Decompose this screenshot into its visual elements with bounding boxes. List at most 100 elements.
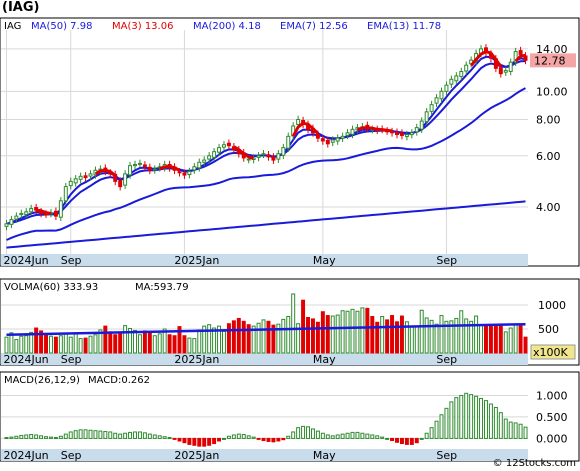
volume-unit-box bbox=[530, 344, 576, 360]
macd-bar bbox=[301, 425, 306, 439]
volume-bar bbox=[474, 315, 479, 354]
macd-bar bbox=[98, 430, 103, 439]
macd-bar bbox=[123, 432, 128, 439]
volume-x-tick-label: 2025Jan bbox=[174, 353, 219, 366]
volume-bar bbox=[380, 316, 385, 354]
volume-bar bbox=[217, 325, 222, 354]
volume-bar bbox=[488, 325, 493, 354]
candle-body bbox=[123, 173, 128, 186]
macd-bar bbox=[375, 435, 380, 439]
macd-bar bbox=[152, 434, 157, 439]
volume-bar bbox=[355, 310, 360, 354]
macd-bar bbox=[256, 437, 261, 440]
volume-bar bbox=[271, 324, 276, 354]
candle-body bbox=[503, 69, 508, 73]
macd-bar bbox=[177, 437, 182, 442]
candle-body bbox=[212, 151, 217, 158]
price-x-tick-label: 2025Jan bbox=[174, 254, 219, 267]
volume-bar bbox=[449, 320, 454, 354]
candle-body bbox=[513, 51, 518, 63]
candle-body bbox=[444, 84, 449, 92]
volume-bar bbox=[266, 320, 271, 354]
volume-bar bbox=[310, 318, 315, 354]
volume-bar bbox=[315, 321, 320, 354]
macd-bar bbox=[88, 429, 93, 439]
macd-bar bbox=[523, 426, 528, 439]
volume-bar bbox=[256, 322, 261, 354]
candle-body bbox=[192, 166, 197, 171]
candle-body bbox=[4, 223, 9, 227]
macd-x-tick-label: Sep bbox=[61, 449, 82, 462]
volume-bar bbox=[508, 327, 513, 354]
macd-bar bbox=[246, 435, 251, 439]
volume-bar bbox=[167, 334, 172, 354]
macd-legend-entry: MACD(26,12,9) bbox=[4, 375, 80, 386]
volume-bar bbox=[513, 323, 518, 354]
volume-bar bbox=[4, 336, 9, 354]
price-tick-label: 8.00 bbox=[536, 113, 561, 126]
volume-date-band bbox=[1, 353, 528, 365]
macd-bar bbox=[4, 437, 9, 440]
candle-body bbox=[29, 208, 34, 213]
candle-body bbox=[177, 171, 182, 174]
price-legend-entry: IAG bbox=[4, 21, 21, 32]
candle-body bbox=[261, 153, 266, 156]
volume-bar bbox=[483, 325, 488, 354]
macd-bar bbox=[306, 426, 311, 439]
volume-bar bbox=[78, 338, 83, 354]
macd-x-tick-label: May bbox=[313, 449, 336, 462]
macd-bar bbox=[118, 433, 123, 439]
volume-bar bbox=[518, 324, 523, 354]
volume-bar bbox=[68, 336, 73, 354]
volume-bar bbox=[469, 320, 474, 354]
volume-bar bbox=[14, 339, 19, 354]
macd-bar bbox=[241, 434, 246, 439]
volume-bar bbox=[9, 332, 14, 354]
volume-bar bbox=[137, 334, 142, 354]
volume-bar bbox=[375, 321, 380, 354]
macd-bar bbox=[469, 394, 474, 439]
candle-body bbox=[335, 137, 340, 142]
volume-bar bbox=[261, 319, 266, 354]
volume-bar bbox=[479, 324, 484, 354]
macd-bar bbox=[464, 392, 469, 439]
candle-body bbox=[281, 147, 286, 156]
candle-body bbox=[63, 186, 68, 202]
volume-bar bbox=[44, 333, 49, 354]
macd-bar bbox=[508, 421, 513, 439]
macd-bar bbox=[395, 437, 399, 443]
price-x-tick-label: Sep bbox=[61, 254, 82, 267]
macd-bar bbox=[78, 429, 83, 439]
volume-bar bbox=[123, 325, 128, 354]
volume-bar bbox=[360, 307, 365, 354]
macd-bar bbox=[296, 427, 301, 439]
macd-tick-label: 0.500 bbox=[536, 411, 568, 424]
macd-bar bbox=[9, 436, 14, 439]
candle-body bbox=[88, 173, 93, 177]
macd-bar bbox=[157, 435, 162, 439]
volume-bar bbox=[286, 316, 291, 354]
macd-bar bbox=[399, 437, 404, 445]
volume-bar bbox=[464, 318, 469, 354]
candle-body bbox=[9, 219, 14, 225]
volume-bar bbox=[246, 324, 251, 354]
volume-unit-label: x100K bbox=[533, 346, 569, 359]
macd-bar bbox=[251, 436, 256, 439]
volume-bar bbox=[103, 325, 108, 354]
candle-body bbox=[424, 111, 429, 123]
macd-bar bbox=[355, 431, 360, 439]
macd-bar bbox=[350, 431, 355, 439]
macd-bar bbox=[365, 433, 370, 439]
volume-bar bbox=[301, 299, 306, 354]
macd-bar bbox=[493, 406, 498, 439]
volume-legend-entry: VOLMA(60) 333.93 bbox=[4, 282, 98, 293]
macd-bar bbox=[221, 437, 226, 440]
volume-bar bbox=[523, 336, 528, 354]
last-price-label: 12.78 bbox=[534, 54, 566, 67]
volume-bar bbox=[345, 310, 350, 354]
candle-body bbox=[498, 67, 503, 75]
macd-bar bbox=[137, 431, 142, 439]
macd-bar bbox=[439, 414, 444, 439]
macd-bar bbox=[414, 437, 419, 444]
candle-body bbox=[197, 161, 202, 169]
